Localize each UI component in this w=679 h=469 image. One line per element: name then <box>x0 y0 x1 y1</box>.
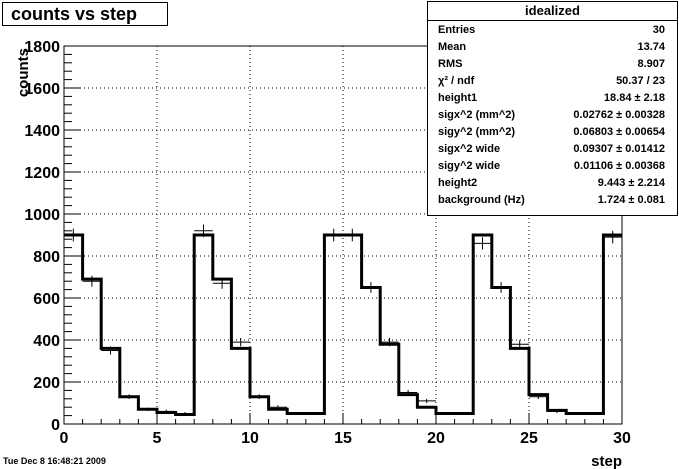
chart-title: counts vs step <box>11 4 138 24</box>
stat-row-height2: height2 9.443 ± 2.214 <box>428 175 677 192</box>
fit-curve <box>64 233 622 417</box>
stat-value: 0.09307 ± 0.01412 <box>573 143 665 155</box>
y-tick-label: 800 <box>33 249 60 266</box>
stat-value: 0.02762 ± 0.00328 <box>573 109 665 121</box>
stat-row-sigy2-wide: sigy^2 wide 0.01106 ± 0.00368 <box>428 158 677 175</box>
x-axis-label: step <box>591 453 622 469</box>
x-tick-label: 5 <box>153 430 162 447</box>
x-tick-label: 25 <box>520 430 538 447</box>
stat-row-chi2: χ² / ndf 50.37 / 23 <box>428 73 677 90</box>
stat-label: sigy^2 (mm^2) <box>438 126 516 138</box>
stat-value: 50.37 / 23 <box>616 75 665 87</box>
stat-label: sigy^2 wide <box>438 160 501 172</box>
stat-value: 0.06803 ± 0.00654 <box>573 126 665 138</box>
axis-ticks <box>63 45 623 425</box>
y-tick-label: 1600 <box>24 81 60 98</box>
data-point <box>510 340 529 349</box>
y-tick-label: 1400 <box>24 123 60 140</box>
y-tick-label: 1800 <box>24 39 60 56</box>
stat-row-entries: Entries 30 <box>428 22 677 39</box>
stats-box: idealized Entries 30 Mean 13.74 RMS 8.90… <box>427 1 678 216</box>
stat-label: height2 <box>438 177 478 189</box>
stat-value: 8.907 <box>637 58 665 70</box>
data-point <box>231 337 250 347</box>
stat-row-sigy2: sigy^2 (mm^2) 0.06803 ± 0.00654 <box>428 124 677 141</box>
stat-row-sigx2-wide: sigx^2 wide 0.09307 ± 0.01412 <box>428 141 677 158</box>
y-tick-label: 400 <box>33 333 60 350</box>
stat-label: height1 <box>438 92 478 104</box>
stat-label: χ² / ndf <box>438 75 475 87</box>
stat-label: sigx^2 wide <box>438 143 501 155</box>
data-point <box>417 398 436 403</box>
stat-row-rms: RMS 8.907 <box>428 56 677 73</box>
y-tick-labels: 0 200 400 600 800 1000 1200 1400 1600 1800 <box>24 39 60 434</box>
stat-label: Mean <box>438 41 467 53</box>
stat-value: 9.443 ± 2.214 <box>597 177 665 189</box>
stat-row-background: background (Hz) 1.724 ± 0.081 <box>428 192 677 209</box>
stat-label: background (Hz) <box>438 194 525 206</box>
stat-row-height1: height1 18.84 ± 2.18 <box>428 90 677 107</box>
timestamp: Tue Dec 8 16:48:21 2009 <box>3 456 106 466</box>
x-tick-label: 30 <box>613 430 631 447</box>
stat-value: 18.84 ± 2.18 <box>603 92 665 104</box>
y-tick-label: 600 <box>33 291 60 308</box>
y-tick-label: 200 <box>33 375 60 392</box>
stat-label: RMS <box>438 58 463 70</box>
data-point <box>473 237 492 250</box>
stat-value: 13.74 <box>637 41 665 53</box>
stat-label: sigx^2 (mm^2) <box>438 109 516 121</box>
data-point <box>603 230 622 244</box>
y-tick-label: 1200 <box>24 165 60 182</box>
y-axis-label: counts <box>15 48 32 97</box>
stat-value: 30 <box>652 24 665 36</box>
stats-header: idealized <box>428 2 677 21</box>
stat-value: 0.01106 ± 0.00368 <box>573 160 665 172</box>
data-point <box>82 275 102 287</box>
stat-row-mean: Mean 13.74 <box>428 39 677 56</box>
stat-label: Entries <box>438 24 476 36</box>
stat-value: 1.724 ± 0.081 <box>597 194 665 206</box>
x-tick-label: 0 <box>60 430 69 447</box>
title-box: counts vs step <box>2 2 168 26</box>
y-tick-label: 0 <box>51 417 60 434</box>
x-tick-label: 10 <box>241 430 259 447</box>
x-tick-labels: 0 5 10 15 20 25 30 <box>60 430 631 447</box>
y-tick-label: 1000 <box>24 207 60 224</box>
stat-row-sigx2: sigx^2 (mm^2) 0.02762 ± 0.00328 <box>428 107 677 124</box>
x-tick-label: 20 <box>427 430 445 447</box>
x-tick-label: 15 <box>334 430 352 447</box>
